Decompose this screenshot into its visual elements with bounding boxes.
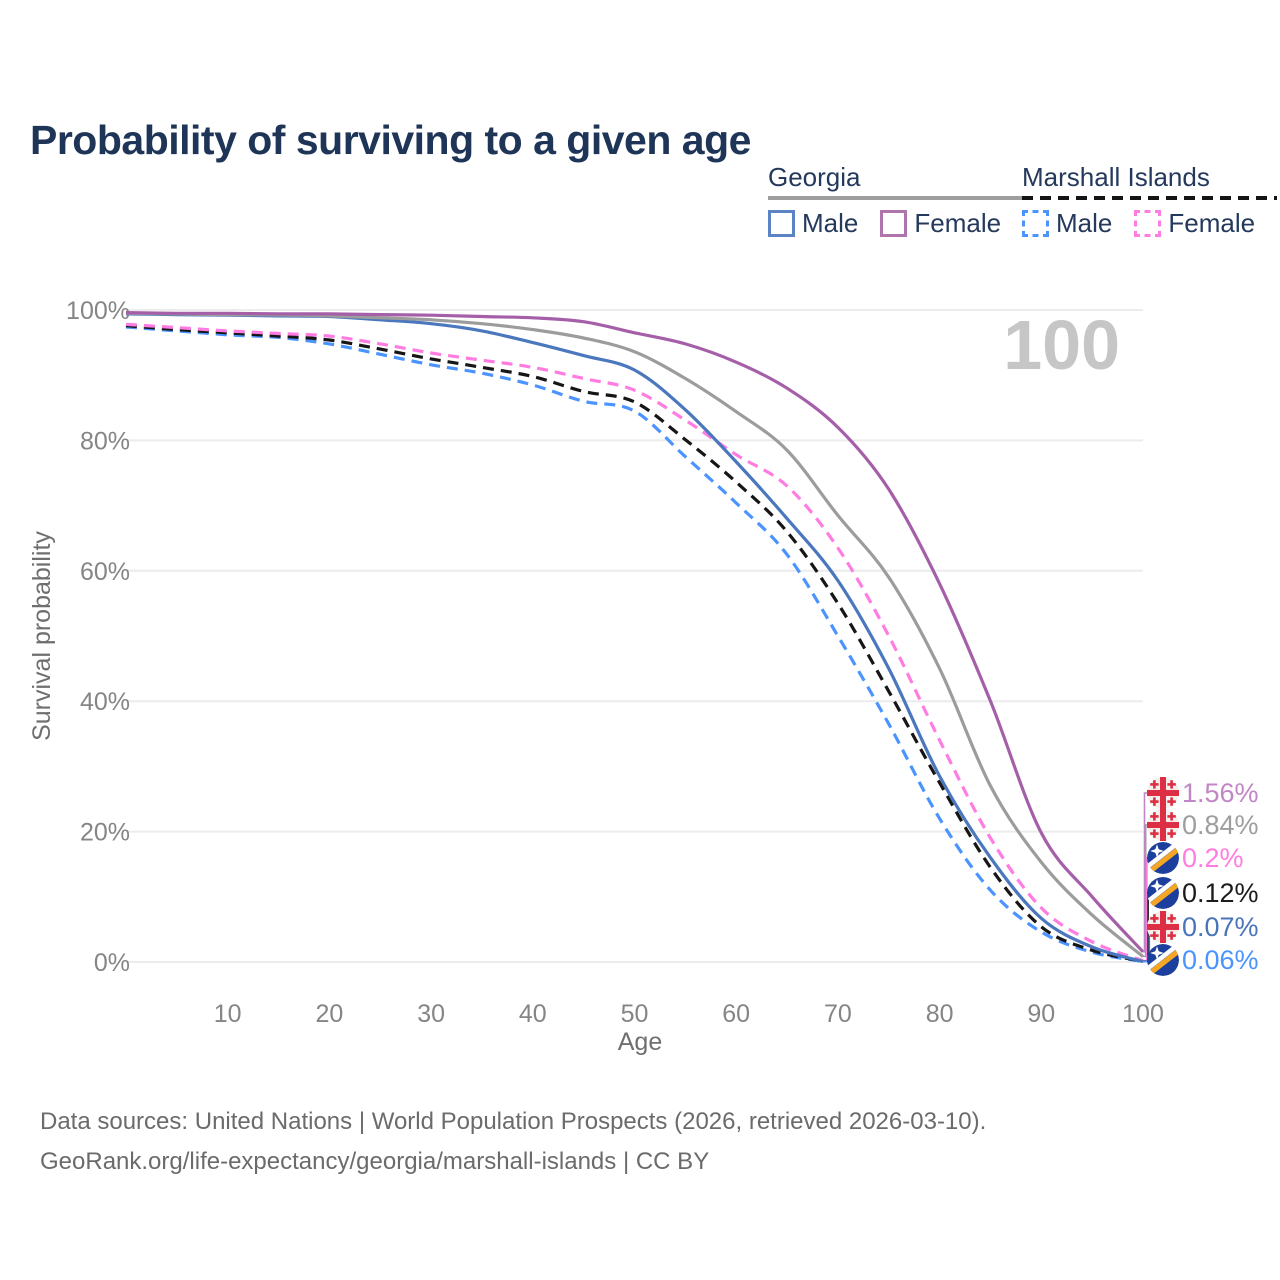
y-tick-label: 60% [80,558,130,586]
legend-item-georgia-female[interactable]: Female [880,208,1001,239]
georgia-male-swatch [768,210,795,237]
attribution-text: GeoRank.org/life-expectancy/georgia/mars… [40,1148,710,1175]
x-tick-label: 90 [1027,1000,1055,1028]
end-value-label: 0.07% [1182,912,1259,942]
legend-marshall-islands: Marshall Islands Male Female [1022,162,1278,239]
legend-item-marshall-male[interactable]: Male [1022,208,1112,239]
y-tick-label: 80% [80,427,130,455]
legend-label-georgia-male: Male [802,208,859,238]
y-tick-label: 100% [66,297,130,325]
x-tick-label: 80 [926,1000,954,1028]
marshall-islands-flag-icon [1143,841,1184,876]
end-value-label: 0.06% [1182,945,1259,975]
x-tick-label: 60 [722,1000,750,1028]
georgia-line-swatch [768,196,1024,200]
gridlines [126,309,1143,963]
x-tick-label: 40 [519,1000,547,1028]
x-tick-label: 20 [315,1000,343,1028]
x-axis-title: Age [618,1028,662,1056]
hover-age-watermark: 100 [1003,306,1120,384]
series-line-marshall-islands-male[interactable] [125,325,1144,964]
x-tick-label: 30 [417,1000,445,1028]
series-line-georgia-male[interactable] [125,312,1144,964]
x-tick-label: 10 [214,1000,242,1028]
x-tick-label: 70 [824,1000,852,1028]
georgia-flag-icon [1147,809,1179,841]
georgia-flag-icon [1147,777,1179,809]
y-tick-label: 20% [80,819,130,847]
end-value-label: 0.2% [1182,843,1244,873]
legend-marshall-islands-title: Marshall Islands [1022,162,1210,192]
series-line-marshall-islands-both-sexes[interactable] [125,324,1144,963]
legend-item-georgia-male[interactable]: Male [768,208,858,239]
page-title: Probability of surviving to a given age [30,117,751,164]
georgia-flag-icon [1147,911,1179,943]
marshall-male-swatch [1022,210,1049,237]
legend-label-georgia-female: Female [914,208,1002,238]
legend-label-marshall-male: Male [1056,208,1113,238]
marshall-islands-line-swatch [1022,196,1278,200]
marshall-female-swatch [1134,210,1162,237]
x-tick-label: 100 [1122,1000,1164,1028]
georgia-female-swatch [880,210,908,237]
x-tick-label: 50 [621,1000,649,1028]
legend-georgia: Georgia Male Female [768,162,1024,239]
end-value-label: 1.56% [1182,778,1259,808]
legend-item-marshall-female[interactable]: Female [1134,208,1255,239]
end-value-label: 0.12% [1182,878,1259,908]
series-line-marshall-islands-female[interactable] [125,322,1144,963]
end-value-label: 0.84% [1182,810,1259,840]
legend-label-marshall-female: Female [1168,208,1256,238]
legend-georgia-title: Georgia [768,162,861,192]
data-sources-text: Data sources: United Nations | World Pop… [40,1108,987,1135]
y-tick-label: 40% [80,688,130,716]
y-tick-label: 0% [94,949,130,977]
y-axis-title: Survival probability [28,531,56,741]
series-line-georgia-female[interactable] [125,311,1145,953]
